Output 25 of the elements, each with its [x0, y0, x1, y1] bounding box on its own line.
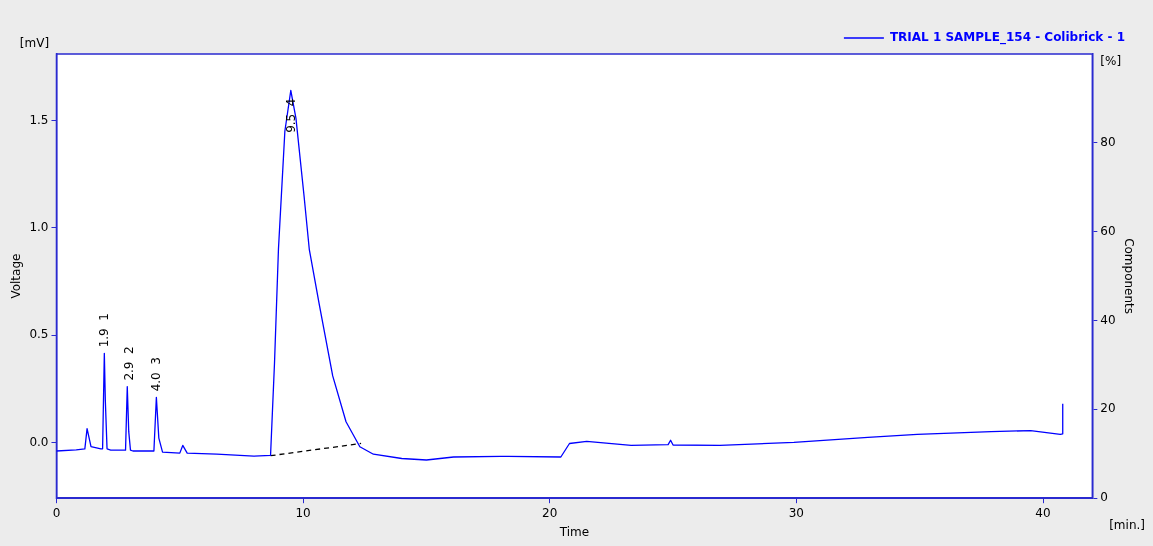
y2-tick-label: 40 — [1100, 312, 1116, 327]
y2-tick-label: 80 — [1100, 134, 1116, 149]
text: [%] — [1100, 54, 1122, 69]
y2-tick-label: 20 — [1100, 401, 1116, 416]
annotation: 2.9 2 — [121, 346, 136, 381]
y-axis-title: Voltage — [9, 253, 24, 299]
annotation: 9.5 4 — [283, 98, 298, 133]
x-tick-label: 20 — [542, 505, 558, 520]
y2-axis-title: Components — [1121, 238, 1136, 315]
y-tick-label: 0.0 — [29, 434, 49, 449]
y-tick-label: 1.0 — [29, 219, 49, 234]
y-tick-label: 0.5 — [29, 327, 49, 342]
y2-tick-label: 0 — [1100, 490, 1108, 505]
x-tick-label: 40 — [1035, 505, 1051, 520]
legend-label: TRIAL 1 SAMPLE_154 - Colibrick - 1 — [889, 30, 1126, 46]
x-tick-label: 0 — [52, 505, 61, 520]
x-axis-title: Time — [558, 524, 590, 539]
y-tick-label: 1.5 — [29, 112, 49, 127]
text: [min.] — [1109, 518, 1145, 533]
x-tick-label: 30 — [788, 505, 805, 520]
annotation: 1.9 1 — [97, 312, 112, 348]
x-tick-label: 10 — [295, 505, 311, 520]
annotation: 4.0 3 — [149, 356, 164, 392]
y2-tick-label: 60 — [1100, 223, 1116, 238]
text: [mV] — [19, 36, 50, 51]
